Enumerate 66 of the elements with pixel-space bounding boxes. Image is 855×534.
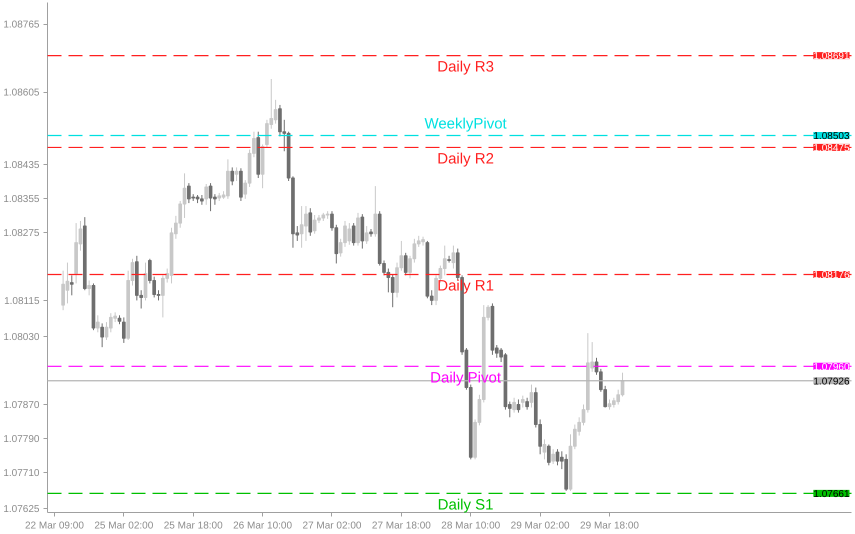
y-tick-label: 1.07870 <box>3 400 40 412</box>
ref-line-label: WeeklyPivot <box>424 116 508 133</box>
annotation: 1.07926 <box>813 376 850 388</box>
annotation: 1.07960 <box>813 362 850 373</box>
candlestick <box>352 222 356 246</box>
y-tick-label: 1.08435 <box>3 160 40 171</box>
candlestick <box>144 262 148 301</box>
candlestick <box>551 448 555 465</box>
y-tick-label: 1.08605 <box>3 88 40 99</box>
y-tick-label: 1.07625 <box>3 504 40 516</box>
annotation: 1.08176 <box>813 270 850 281</box>
y-tick-label: 1.08765 <box>3 20 40 31</box>
candlestick <box>187 182 191 204</box>
y-tick-label: 1.08355 <box>3 194 40 205</box>
x-tick-label: 25 Mar 02:00 <box>94 520 154 532</box>
candlestick <box>70 274 74 296</box>
y-tick-label: 1.07710 <box>3 468 40 480</box>
annotation: 1.08475 <box>813 142 850 154</box>
ref-line-label: Daily R2 <box>437 150 494 168</box>
x-tick-label: 29 Mar 02:00 <box>510 520 570 532</box>
candlestick <box>546 444 551 466</box>
candlestick <box>96 314 100 333</box>
y-tick-label: 1.08275 <box>3 228 40 239</box>
candlestick <box>442 245 447 276</box>
candlestick <box>542 438 546 460</box>
candlestick <box>347 222 352 246</box>
ref-line-label: Daily R3 <box>437 58 494 76</box>
x-tick-label: 25 Mar 18:00 <box>164 520 224 532</box>
candlestick <box>204 183 208 206</box>
ref-line-label: Daily S1 <box>438 496 494 514</box>
candlestick <box>364 226 369 244</box>
candlestick <box>404 252 408 276</box>
x-tick-label: 28 Mar 10:00 <box>441 520 501 532</box>
x-tick-label: 27 Mar 18:00 <box>372 520 432 532</box>
candlestick <box>304 206 308 242</box>
candlestick <box>208 182 212 212</box>
candlestick <box>520 395 525 408</box>
candlestick <box>278 104 282 137</box>
candlestick <box>230 166 234 186</box>
candlestick <box>390 274 395 308</box>
candlestick <box>161 274 165 318</box>
x-tick-label: 26 Mar 10:00 <box>233 520 292 532</box>
candlestick <box>525 397 529 410</box>
candlestick <box>512 397 516 414</box>
candlestick <box>452 245 456 270</box>
candlestick <box>556 448 560 466</box>
candlestick <box>100 322 104 348</box>
candlestick <box>265 119 269 148</box>
x-tick-label: 27 Mar 02:00 <box>302 520 362 532</box>
y-tick-label: 1.08115 <box>4 296 40 307</box>
candlestick <box>516 398 520 414</box>
ref-line-label: Daily Pivot <box>430 369 502 386</box>
candlestick <box>274 99 278 124</box>
y-tick-label: 1.07790 <box>3 434 40 446</box>
x-tick-label: 29 Mar 18:00 <box>580 520 640 532</box>
y-tick-label: 1.08030 <box>3 332 40 344</box>
candlestick <box>530 384 534 408</box>
candlestick <box>234 166 238 182</box>
x-tick-label: 22 Mar 09:00 <box>24 520 84 532</box>
candlestick <box>374 186 378 238</box>
candlestick <box>360 214 364 250</box>
candlestick <box>66 262 70 304</box>
candlestick <box>87 280 91 296</box>
candlestick <box>308 208 312 236</box>
candlestick <box>122 316 126 344</box>
candlestick <box>608 398 612 410</box>
